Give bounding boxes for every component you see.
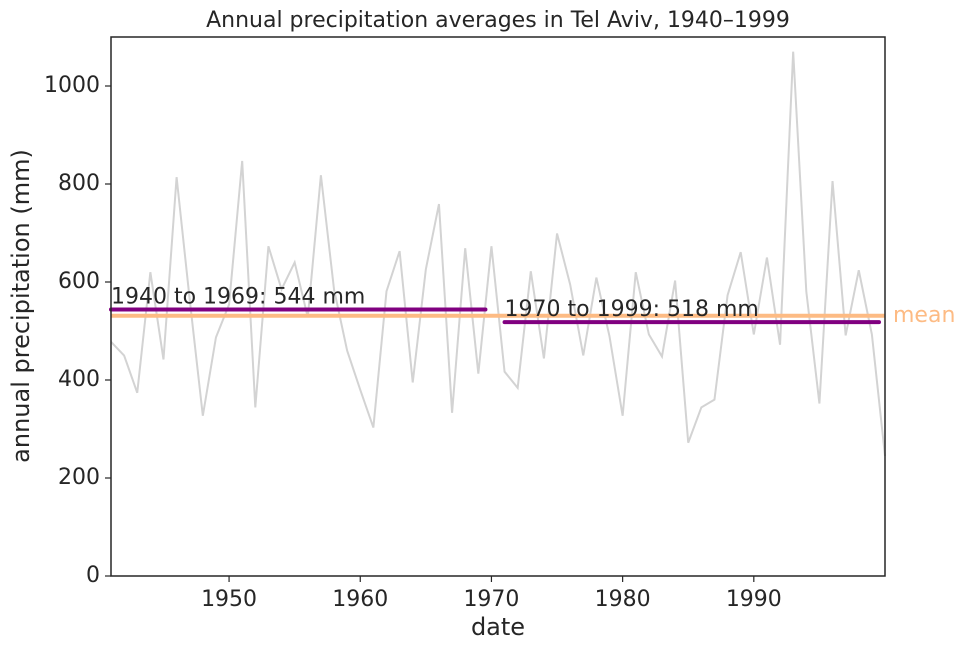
x-tick-label: 1950 [201, 587, 257, 612]
chart-title: Annual precipitation averages in Tel Avi… [206, 8, 790, 33]
y-tick-label: 600 [58, 269, 100, 294]
x-tick-label: 1980 [595, 587, 651, 612]
x-tick-label: 1960 [332, 587, 388, 612]
y-tick-label: 400 [58, 367, 100, 392]
y-tick-label: 1000 [44, 73, 100, 98]
mean-label: mean [893, 303, 955, 328]
x-axis-label: date [471, 613, 525, 641]
period-average-label: 1970 to 1999: 518 mm [505, 297, 759, 322]
precipitation-line [110, 51, 886, 457]
y-tick-label: 0 [86, 563, 100, 588]
plot-frame [110, 36, 886, 577]
y-tick-label: 200 [58, 465, 100, 490]
y-tick-label: 800 [58, 171, 100, 196]
period-average-label: 1940 to 1969: 544 mm [111, 284, 365, 309]
x-tick-label: 1990 [726, 587, 782, 612]
x-tick-label: 1970 [463, 587, 519, 612]
y-axis-label: annual precipitation (mm) [7, 149, 35, 463]
